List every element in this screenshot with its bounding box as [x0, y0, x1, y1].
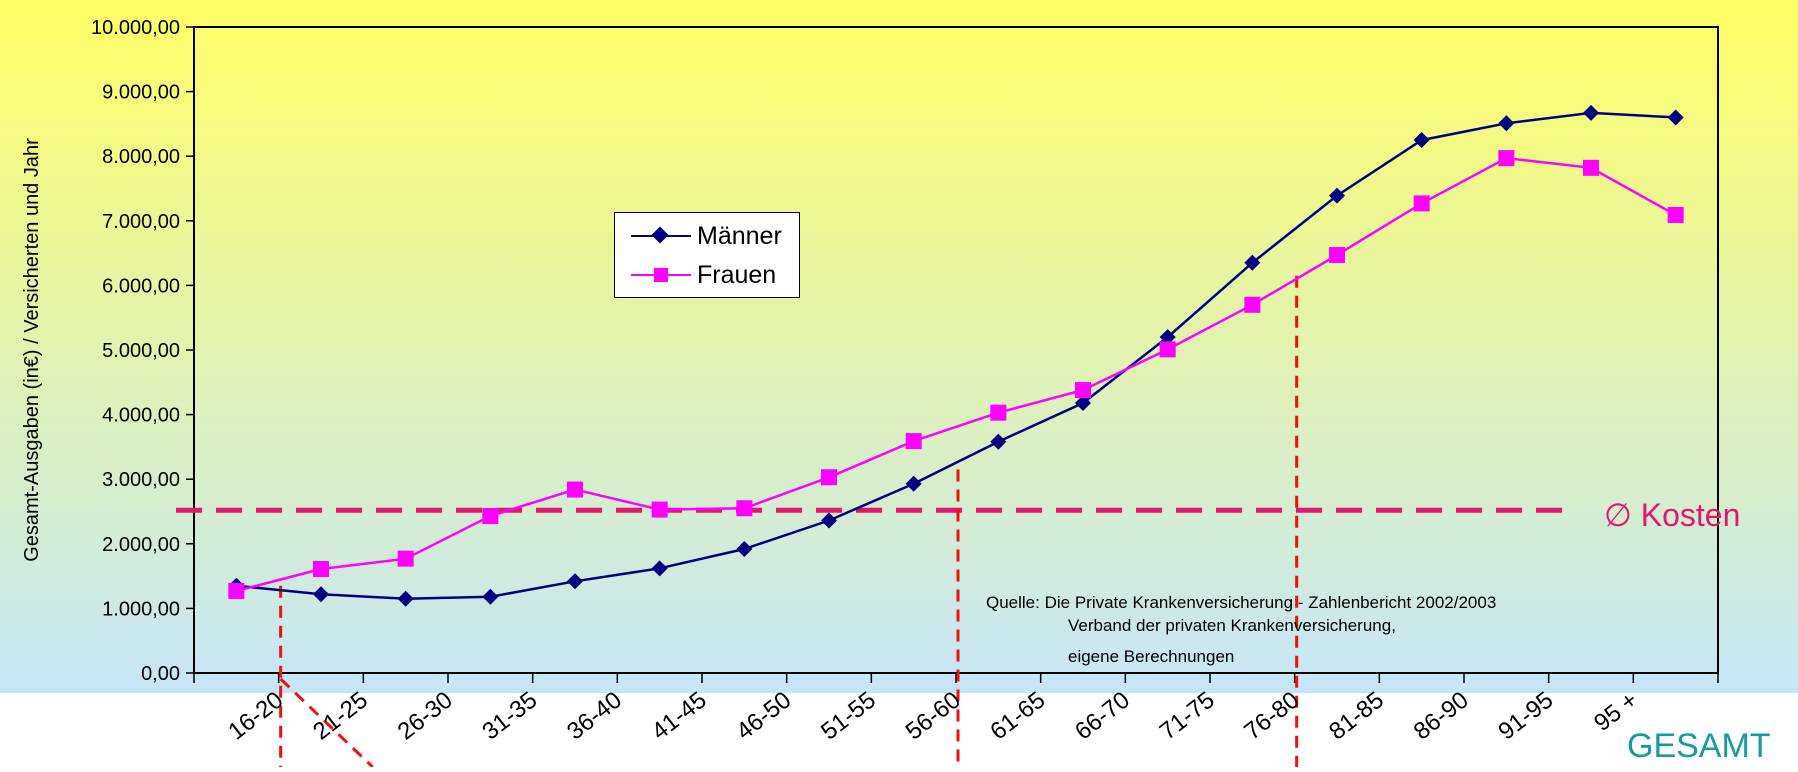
data-point-frauen [1159, 341, 1176, 358]
data-point-maenner [990, 433, 1007, 450]
reference-line-diagonal [279, 677, 374, 769]
legend-item-maenner: Männer [631, 221, 782, 251]
source-annotation-line-3: eigene Berechnungen [1068, 647, 1235, 666]
data-point-frauen [1413, 195, 1430, 212]
x-tick-label: 31-35 [477, 686, 542, 745]
x-tick-label: 56-60 [901, 686, 966, 745]
legend: Männer Frauen [614, 212, 800, 298]
x-tick-label: 16-20 [223, 686, 288, 745]
x-tick-label: 36-40 [562, 686, 627, 745]
y-tick-label: 4.000,00 [102, 405, 180, 427]
x-tick-label: 91-95 [1493, 686, 1558, 745]
data-point-maenner [1667, 109, 1684, 126]
data-point-maenner [313, 586, 329, 603]
data-point-maenner [1498, 115, 1515, 132]
series-line-maenner [236, 111, 1676, 600]
data-point-maenner [651, 560, 668, 577]
y-tick-label: 10.000,00 [91, 17, 180, 39]
data-point-maenner [482, 588, 499, 605]
data-point-maenner [821, 512, 837, 529]
legend-item-frauen: Frauen [631, 260, 776, 290]
data-point-maenner [736, 540, 753, 557]
legend-label-frauen: Frauen [697, 260, 777, 289]
series-line-frauen [235, 156, 1677, 593]
x-tick-label: 76-80 [1239, 686, 1304, 745]
legend-label-maenner: Männer [697, 221, 782, 250]
data-point-frauen [905, 433, 922, 450]
data-point-frauen [1329, 247, 1345, 264]
data-point-frauen [397, 550, 414, 567]
data-point-frauen [1498, 150, 1515, 167]
data-point-frauen [1075, 382, 1091, 399]
x-tick-label: 46-50 [731, 686, 796, 745]
data-point-maenner [1244, 254, 1261, 271]
y-axis-title: Gesamt-Ausgaben (in€) / Versicherten und… [21, 138, 43, 562]
x-tick-label: 26-30 [393, 686, 458, 745]
x-tick-label-gesamt: GESAMT [1627, 727, 1771, 765]
average-cost-label: ∅ Kosten [1604, 497, 1741, 533]
x-tick-label: 71-75 [1155, 686, 1220, 745]
x-tick-label: 86-90 [1409, 686, 1474, 745]
source-annotation-line-2: Verband der privaten Krankenversicherung… [1068, 616, 1396, 635]
data-point-frauen [821, 469, 837, 486]
data-point-maenner [567, 573, 583, 590]
data-point-frauen [228, 582, 245, 599]
y-tick-label: 9.000,00 [102, 82, 180, 104]
data-point-maenner [1329, 187, 1345, 204]
y-tick-label: 5.000,00 [102, 340, 180, 362]
data-point-frauen [990, 404, 1007, 421]
data-point-frauen [1667, 206, 1684, 223]
legend-swatch-frauen [631, 260, 691, 290]
y-tick-label: 3.000,00 [102, 469, 180, 491]
data-point-maenner [905, 475, 922, 492]
y-tick-label: 8.000,00 [102, 146, 180, 168]
y-tick-label: 6.000,00 [102, 275, 180, 297]
x-tick-label: 41-45 [647, 686, 712, 745]
data-point-frauen [1583, 159, 1599, 176]
x-tick-label: 61-65 [985, 686, 1050, 745]
y-tick-label: 2.000,00 [102, 534, 180, 556]
x-tick-label: 81-85 [1324, 686, 1389, 745]
data-point-frauen [1244, 296, 1261, 313]
source-annotation-line-1: Quelle: Die Private Krankenversicherung … [986, 593, 1497, 612]
chart-background [0, 0, 1798, 693]
data-point-frauen [313, 560, 329, 577]
data-point-maenner [1075, 394, 1091, 411]
data-point-maenner [1413, 132, 1430, 149]
data-point-maenner [397, 590, 414, 607]
data-point-maenner [1159, 329, 1176, 346]
data-point-frauen [736, 500, 753, 517]
y-tick-label: 1.000,00 [102, 598, 180, 620]
legend-swatch-maenner [631, 221, 691, 251]
data-point-frauen [651, 501, 668, 518]
x-tick-label: 66-70 [1070, 686, 1135, 745]
data-point-frauen [482, 508, 499, 525]
x-tick-label: 51-55 [816, 686, 881, 745]
y-tick-label: 0,00 [141, 663, 180, 685]
y-tick-label: 7.000,00 [102, 211, 180, 233]
data-point-maenner [1583, 104, 1599, 121]
data-point-frauen [567, 481, 583, 498]
